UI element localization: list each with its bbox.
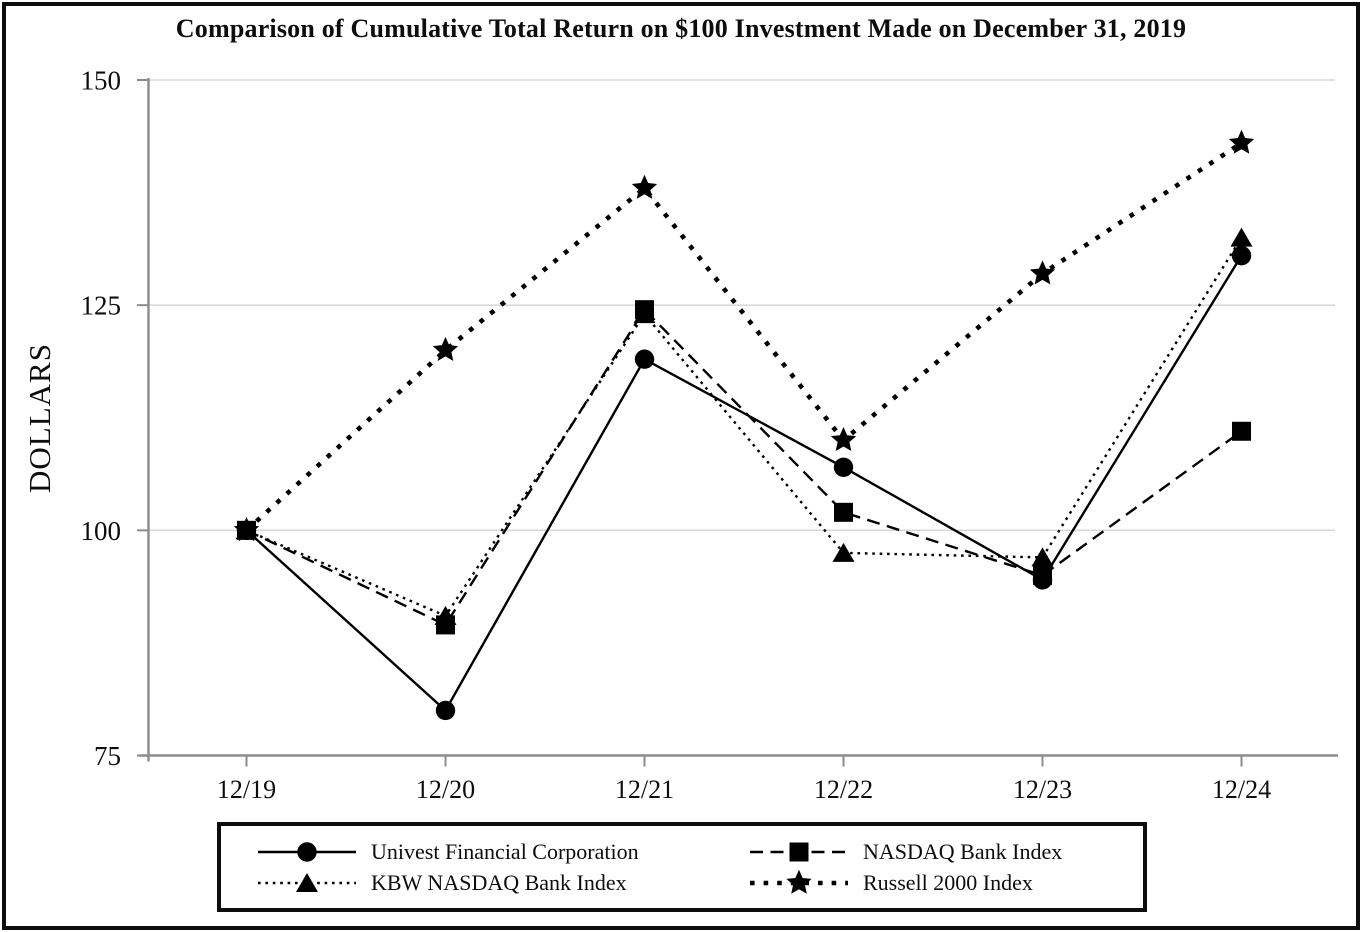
data-point-square bbox=[436, 615, 455, 635]
x-tick-label: 12/24 bbox=[1212, 775, 1271, 804]
y-tick-label: 75 bbox=[94, 741, 121, 771]
series-line-square bbox=[245, 307, 1243, 627]
series-line-star bbox=[244, 141, 1243, 533]
data-point-star bbox=[830, 426, 857, 452]
data-point-triangle bbox=[832, 542, 855, 562]
legend-swatch-circle bbox=[258, 841, 356, 862]
legend-swatch-star bbox=[750, 869, 848, 894]
legend-label: KBW NASDAQ Bank Index bbox=[371, 869, 627, 895]
y-tick-label: 100 bbox=[81, 516, 122, 546]
data-point-circle bbox=[1231, 245, 1252, 266]
data-point-star bbox=[432, 336, 459, 361]
legend-item: NASDAQ Bank Index bbox=[749, 836, 1143, 867]
legend-label: Russell 2000 Index bbox=[863, 869, 1033, 895]
legend-item: KBW NASDAQ Bank Index bbox=[257, 867, 749, 898]
data-point-star bbox=[631, 174, 658, 199]
legend-marker-star bbox=[786, 869, 812, 894]
y-tick-label: 150 bbox=[81, 66, 122, 96]
legend-marker-circle bbox=[297, 841, 317, 862]
x-tick-label: 12/19 bbox=[217, 775, 276, 804]
legend-item: Russell 2000 Index bbox=[749, 867, 1143, 898]
data-point-star bbox=[1029, 260, 1056, 285]
x-tick-label: 12/23 bbox=[1013, 775, 1072, 804]
series-line-triangle bbox=[246, 236, 1243, 618]
legend-label: NASDAQ Bank Index bbox=[863, 838, 1063, 864]
data-point-square bbox=[237, 520, 256, 540]
y-tick-label: 125 bbox=[81, 291, 122, 321]
series-line-circle bbox=[245, 254, 1243, 713]
data-point-square bbox=[834, 502, 853, 522]
legend-marker-square bbox=[789, 842, 809, 861]
x-tick-label: 12/20 bbox=[416, 775, 475, 804]
x-tick-label: 12/22 bbox=[814, 775, 873, 804]
data-point-circle bbox=[833, 457, 854, 477]
legend-marker-triangle bbox=[296, 872, 318, 892]
data-point-circle bbox=[634, 349, 655, 369]
legend: Univest Financial Corporation NASDAQ Bank… bbox=[217, 822, 1147, 912]
data-point-circle bbox=[435, 700, 456, 721]
data-point-square bbox=[1232, 421, 1251, 441]
data-point-triangle bbox=[1230, 227, 1253, 247]
legend-item: Univest Financial Corporation bbox=[257, 836, 749, 867]
legend-swatch-square bbox=[750, 842, 848, 861]
data-point-square bbox=[1033, 565, 1052, 585]
legend-swatch-triangle bbox=[258, 872, 356, 892]
data-point-triangle bbox=[1031, 547, 1054, 567]
data-point-square bbox=[635, 300, 654, 320]
chart-title: Comparison of Cumulative Total Return on… bbox=[175, 14, 1187, 43]
data-point-star bbox=[1228, 129, 1255, 154]
x-tick-label: 12/21 bbox=[615, 775, 674, 804]
legend-label: Univest Financial Corporation bbox=[371, 838, 639, 864]
